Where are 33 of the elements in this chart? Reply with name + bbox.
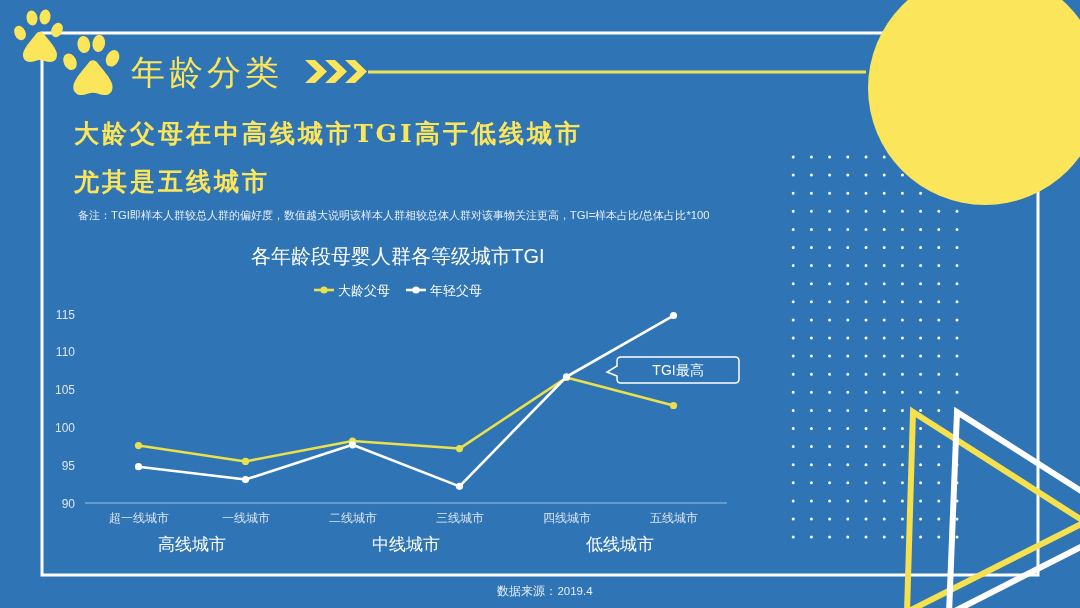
legend-label: 年轻父母 bbox=[430, 282, 482, 298]
point bbox=[455, 444, 464, 453]
point bbox=[348, 441, 357, 449]
heading: 年龄分类 bbox=[131, 52, 283, 92]
subtitle: 大龄父母在中高线城市TGI高于低线城市 bbox=[74, 119, 583, 148]
xtick: 一线城市 bbox=[221, 512, 270, 524]
ytick: 110 bbox=[55, 345, 75, 360]
group-label: 中线城市 bbox=[372, 535, 440, 554]
xtick: 四线城市 bbox=[542, 512, 591, 524]
group-label: 低线城市 bbox=[586, 535, 654, 554]
subtitle: 尤其是五线城市 bbox=[74, 167, 270, 196]
source: 数据来源：2019.4 bbox=[497, 585, 593, 597]
ytick: 95 bbox=[61, 458, 75, 473]
ytick: 100 bbox=[54, 420, 75, 435]
title: 各年龄段母婴人群各等级城市TGI bbox=[251, 245, 545, 267]
point bbox=[134, 441, 143, 450]
xtick: 二线城市 bbox=[328, 512, 377, 524]
ytick: 105 bbox=[54, 383, 75, 398]
ytick: 115 bbox=[55, 307, 75, 322]
ytick: 90 bbox=[61, 496, 75, 511]
xtick: 三线城市 bbox=[435, 512, 484, 524]
note: 备注：TGI即样本人群较总人群的偏好度，数值越大说明该样本人群相较总体人群对该事物关注更高，TGI=样本占比/总体占比*100 bbox=[78, 209, 710, 221]
xtick: 五线城市 bbox=[649, 512, 698, 524]
point bbox=[455, 482, 464, 490]
group-label: 高线城市 bbox=[158, 535, 226, 554]
point bbox=[669, 401, 678, 410]
xtick: 超一线城市 bbox=[108, 512, 169, 524]
point bbox=[134, 463, 143, 471]
callout-text: TGI最高 bbox=[652, 362, 704, 378]
point bbox=[241, 475, 250, 484]
legend-label: 大龄父母 bbox=[338, 282, 390, 298]
point bbox=[669, 311, 678, 320]
point bbox=[241, 457, 250, 466]
